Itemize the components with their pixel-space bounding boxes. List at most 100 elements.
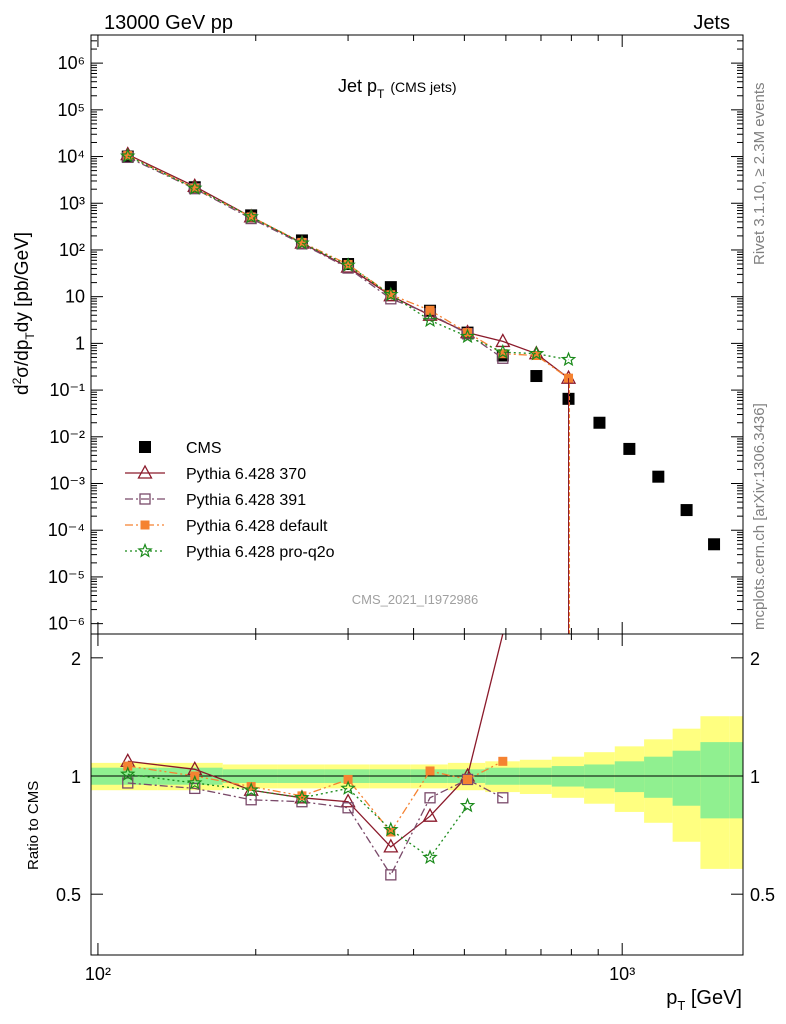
point-pq2o bbox=[294, 234, 310, 250]
y-tick-label: 10⁶ bbox=[58, 53, 85, 73]
series-line-p391 bbox=[127, 156, 504, 359]
ratio-point-p391 bbox=[189, 782, 201, 795]
legend-label-pq2o: Pythia 6.428 pro-q2o bbox=[186, 544, 335, 561]
ratio-point-pdefault bbox=[297, 791, 307, 801]
ratio-point-pdefault bbox=[463, 774, 473, 784]
ratio-y-tick-label-left: 2 bbox=[71, 649, 81, 669]
ratio-point-pq2o bbox=[243, 782, 259, 797]
lower-ylabel: Ratio to CMS bbox=[25, 781, 42, 870]
ratio-band-group bbox=[91, 716, 743, 869]
ratio-point-p370 bbox=[383, 838, 399, 853]
point-cms bbox=[708, 538, 721, 551]
ratio-point-p391 bbox=[461, 773, 474, 786]
y-tick-label: 1 bbox=[75, 333, 85, 353]
legend-marker-p391 bbox=[139, 493, 151, 505]
y-tick-label: 10⁻⁴ bbox=[48, 520, 85, 540]
point-pq2o bbox=[494, 343, 511, 359]
ratio-band-inner bbox=[672, 750, 701, 806]
ratio-y-tick-label-right: 1 bbox=[750, 767, 760, 787]
point-pdefault bbox=[297, 237, 307, 247]
legend-marker-pq2o bbox=[137, 542, 153, 558]
legend-marker-cms bbox=[139, 441, 151, 453]
watermark: CMS_2021_I1972986 bbox=[352, 592, 479, 607]
ratio-point-p391 bbox=[497, 792, 509, 804]
ratio-point-pdefault bbox=[425, 766, 435, 776]
side-label-mcplots: mcplots.cern.ch [arXiv:1306.3436] bbox=[751, 403, 768, 630]
point-pdefault bbox=[386, 290, 396, 300]
ratio-point-pdefault bbox=[343, 774, 353, 784]
series-pq2o bbox=[120, 147, 577, 367]
title-sub: T bbox=[377, 87, 385, 101]
ratio-y-tick-label-left: 1 bbox=[71, 767, 81, 787]
x-tick-label: 10² bbox=[85, 964, 111, 984]
point-cms bbox=[652, 470, 665, 483]
ratio-point-pq2o bbox=[422, 849, 438, 865]
y-tick-label: 10⁵ bbox=[58, 100, 85, 120]
series-line-pq2o bbox=[127, 155, 569, 361]
header-left: 13000 GeV pp bbox=[104, 12, 233, 34]
side-label-rivet: Rivet 3.1.10, ≥ 2.3M events bbox=[751, 83, 768, 266]
ratio-band-inner bbox=[729, 742, 743, 819]
point-pdefault bbox=[463, 328, 473, 338]
svg-text:Jet pT(CMS jets): Jet pT (CMS jets) bbox=[338, 76, 457, 101]
x-axis-label: pT [GeV] bbox=[666, 987, 742, 1013]
y-tick-label: 10⁴ bbox=[57, 147, 85, 167]
point-pq2o bbox=[187, 180, 203, 195]
point-pq2o bbox=[422, 312, 438, 328]
ratio-point-p370 bbox=[340, 793, 356, 808]
ratio-band-inner bbox=[700, 742, 730, 819]
point-cms bbox=[623, 442, 636, 455]
point-cms bbox=[593, 416, 606, 429]
point-p391 bbox=[189, 183, 201, 195]
point-pdefault bbox=[531, 351, 541, 361]
series-p391 bbox=[122, 151, 509, 364]
y-tick-label: 10² bbox=[59, 240, 85, 260]
ratio-point-p391 bbox=[245, 794, 257, 806]
ratio-series-p370 bbox=[120, 634, 504, 853]
ratio-series-pq2o bbox=[120, 766, 476, 865]
y-tick-label: 10⁻³ bbox=[49, 474, 85, 494]
y-tick-label: 10³ bbox=[59, 193, 85, 213]
point-pq2o bbox=[560, 351, 577, 367]
y-tick-label: 10 bbox=[65, 287, 85, 307]
ratio-point-p370 bbox=[422, 807, 438, 822]
ratio-y-tick-label-right: 2 bbox=[750, 649, 760, 669]
point-pq2o bbox=[243, 208, 259, 224]
point-pdefault bbox=[425, 305, 435, 315]
ratio-point-pq2o bbox=[459, 797, 476, 813]
ratio-point-p391 bbox=[385, 869, 397, 881]
point-pq2o bbox=[120, 147, 136, 163]
y-tick-label: 10⁻⁵ bbox=[48, 567, 85, 587]
point-pdefault bbox=[246, 212, 256, 222]
y-tick-label: 10⁻¹ bbox=[49, 380, 85, 400]
ratio-y-tick-label-right: 0.5 bbox=[750, 885, 775, 905]
series-cms bbox=[121, 150, 721, 551]
legend-marker-p370 bbox=[137, 464, 153, 479]
legend: CMS Pythia 6.428 370 Pythia 6.428 391 Pythi… bbox=[125, 440, 335, 561]
y-axis-label: d2σ/dpTdy [pb/GeV] bbox=[10, 232, 37, 395]
ratio-point-pdefault bbox=[246, 782, 256, 792]
ratio-point-pq2o bbox=[187, 774, 203, 790]
ratio-band-inner bbox=[644, 756, 673, 798]
ratio-band-inner bbox=[614, 761, 645, 793]
ratio-point-pq2o bbox=[383, 821, 399, 837]
point-cms bbox=[680, 504, 693, 517]
legend-label-p370: Pythia 6.428 370 bbox=[186, 466, 306, 483]
point-pdefault bbox=[343, 259, 353, 269]
point-pq2o bbox=[528, 345, 545, 361]
x-ticks bbox=[97, 35, 623, 955]
ratio-point-pq2o bbox=[294, 789, 310, 805]
ratio-point-pdefault bbox=[123, 761, 133, 771]
header-right: Jets bbox=[693, 12, 730, 34]
legend-label-pdefault: Pythia 6.428 default bbox=[186, 518, 328, 535]
ratio-series-p391 bbox=[122, 773, 509, 881]
ratio-point-pdefault bbox=[498, 756, 508, 766]
y-ticks-upper: 10⁻⁶ 10⁻⁵ 10⁻⁴ 10⁻³ 10⁻² 10⁻¹ 1 10 10² 10³ 10⁴ 10⁵ 1… bbox=[48, 34, 743, 634]
ratio-point-p391 bbox=[342, 802, 354, 814]
legend-marker-pdefault bbox=[140, 520, 150, 530]
y-tick-label: 10⁻² bbox=[49, 427, 85, 447]
title-extra: (CMS jets) bbox=[390, 79, 456, 95]
point-pq2o bbox=[340, 257, 356, 272]
ratio-point-pq2o bbox=[120, 766, 136, 781]
